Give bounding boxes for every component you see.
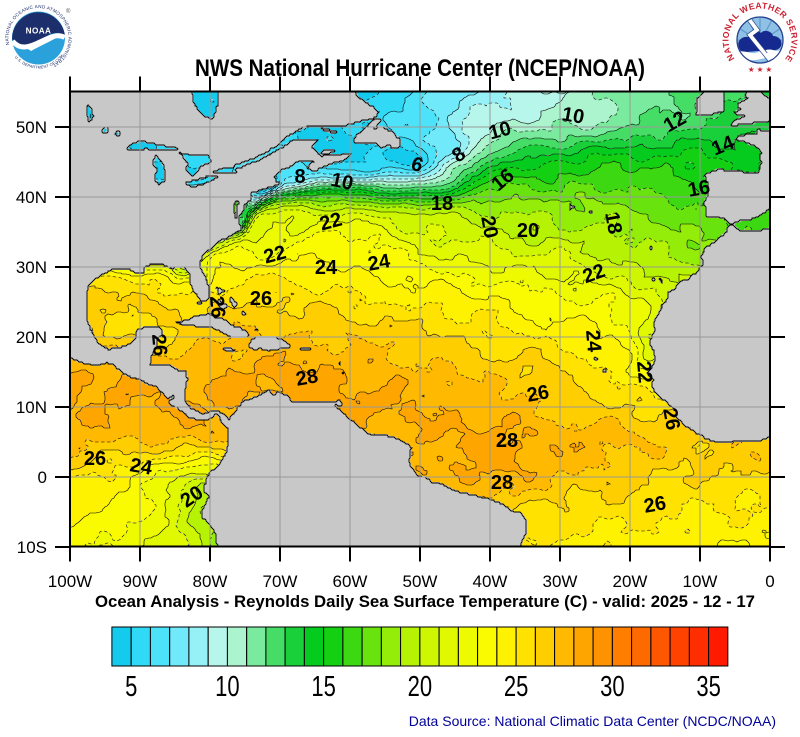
- svg-text:15: 15: [311, 671, 335, 702]
- svg-text:100W: 100W: [48, 572, 92, 591]
- svg-text:10: 10: [329, 169, 355, 195]
- svg-text:70W: 70W: [263, 572, 298, 591]
- svg-text:30: 30: [600, 671, 624, 702]
- svg-text:24: 24: [128, 454, 155, 480]
- svg-text:20: 20: [408, 671, 432, 702]
- svg-text:26: 26: [525, 381, 551, 407]
- svg-text:16: 16: [686, 176, 712, 202]
- svg-text:NOAA: NOAA: [26, 27, 52, 36]
- svg-text:80W: 80W: [193, 572, 228, 591]
- svg-text:★ ★ ★: ★ ★ ★: [748, 65, 773, 74]
- svg-text:26: 26: [250, 288, 272, 310]
- svg-text:26: 26: [84, 448, 106, 470]
- svg-text:18: 18: [600, 210, 626, 236]
- svg-text:10N: 10N: [16, 398, 47, 417]
- svg-text:20N: 20N: [16, 328, 47, 347]
- svg-text:24: 24: [366, 250, 393, 276]
- svg-text:24: 24: [581, 329, 605, 354]
- svg-text:20W: 20W: [613, 572, 648, 591]
- svg-text:26: 26: [642, 492, 668, 518]
- svg-text:Ocean Analysis - Reynolds Dail: Ocean Analysis - Reynolds Daily Sea Surf…: [95, 593, 755, 611]
- svg-text:28: 28: [491, 472, 513, 494]
- svg-text:60W: 60W: [333, 572, 368, 591]
- svg-text:26: 26: [147, 333, 171, 357]
- svg-text:28: 28: [294, 365, 320, 391]
- svg-text:24: 24: [315, 257, 338, 279]
- svg-text:50W: 50W: [403, 572, 438, 591]
- svg-text:5: 5: [125, 671, 137, 702]
- svg-text:26: 26: [658, 406, 684, 432]
- svg-text:40W: 40W: [473, 572, 508, 591]
- svg-text:35: 35: [696, 671, 720, 702]
- svg-text:8: 8: [294, 166, 305, 188]
- svg-text:0: 0: [765, 572, 774, 591]
- svg-text:20: 20: [517, 220, 539, 242]
- svg-text:22: 22: [632, 360, 656, 384]
- svg-text:10W: 10W: [683, 572, 718, 591]
- svg-text:40N: 40N: [16, 188, 47, 207]
- svg-text:20: 20: [476, 214, 502, 240]
- svg-text:30W: 30W: [543, 572, 578, 591]
- svg-text:28: 28: [496, 430, 518, 452]
- svg-text:26: 26: [205, 295, 229, 319]
- svg-text:10: 10: [560, 103, 586, 129]
- svg-text:10: 10: [215, 671, 239, 702]
- svg-text:®: ®: [66, 8, 71, 15]
- svg-text:18: 18: [431, 193, 453, 215]
- svg-text:10S: 10S: [17, 538, 47, 557]
- svg-text:25: 25: [504, 671, 528, 702]
- svg-text:50N: 50N: [16, 118, 47, 137]
- svg-text:90W: 90W: [123, 572, 158, 591]
- svg-text:0: 0: [38, 468, 47, 487]
- svg-text:30N: 30N: [16, 258, 47, 277]
- svg-text:Data Source: National Climatic: Data Source: National Climatic Data Cent…: [409, 713, 776, 729]
